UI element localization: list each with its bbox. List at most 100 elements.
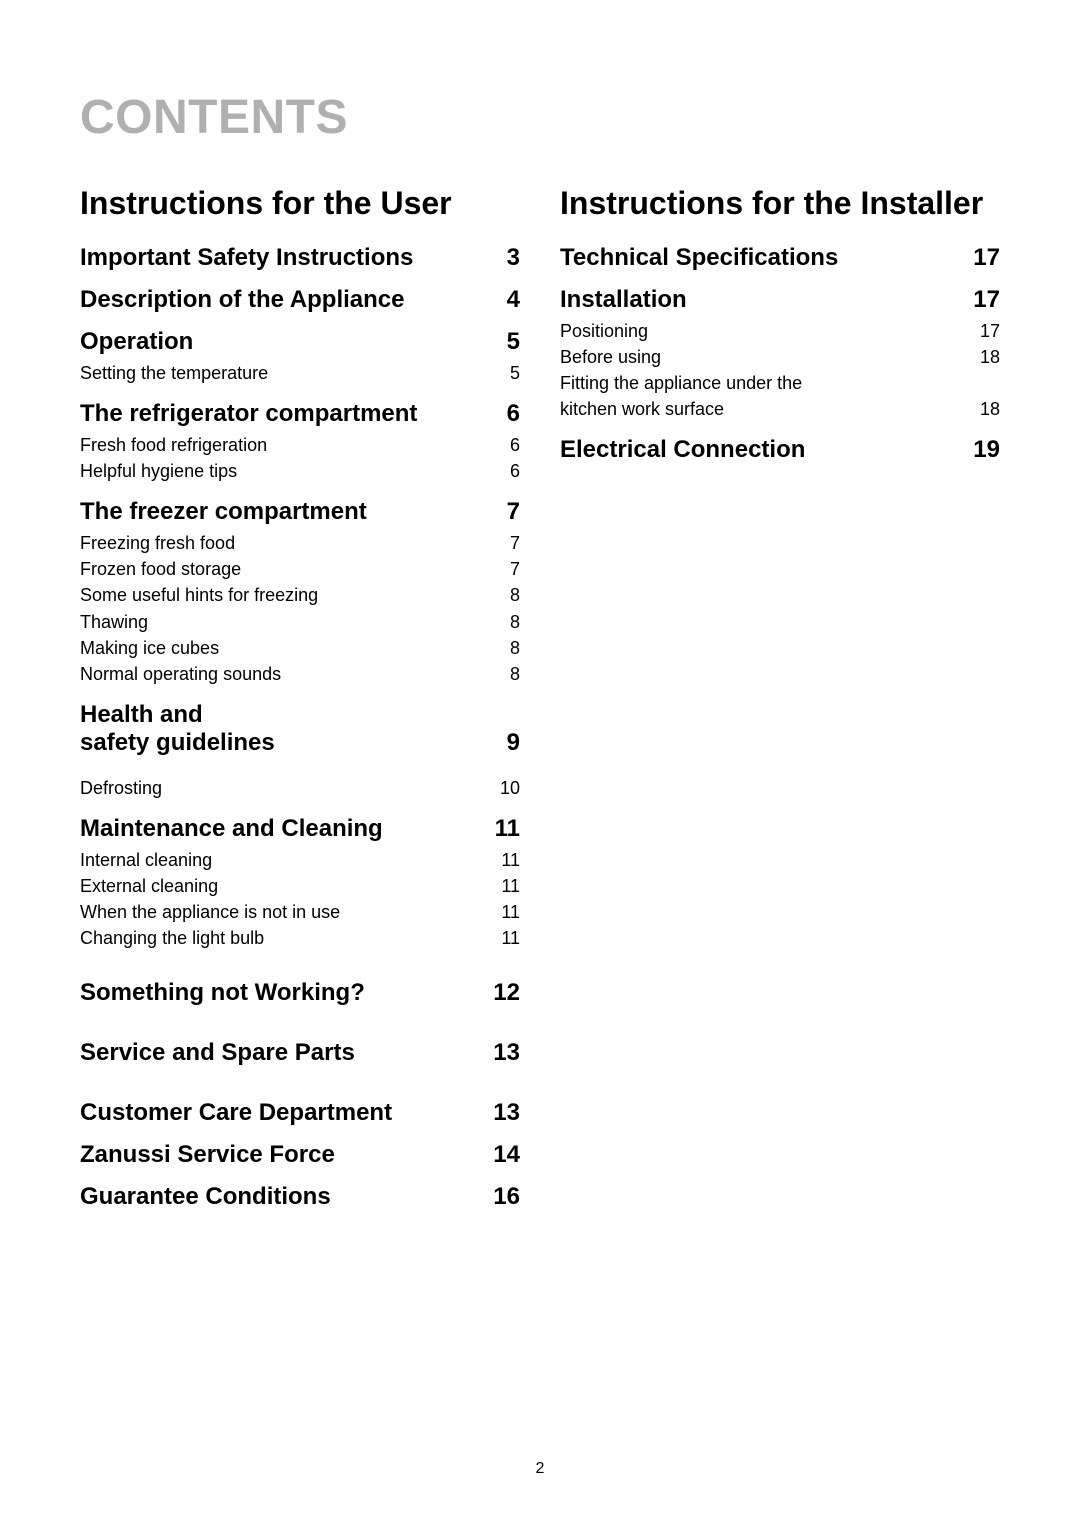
left-column-heading: Instructions for the User [80,185,520,222]
toc-sub-item: Setting the temperature 5 [80,360,520,386]
toc-section-page: 13 [493,1099,520,1127]
toc-sub-page: 10 [500,775,520,801]
toc-sub-page: 5 [510,360,520,386]
toc-section-label: Health and [80,701,520,729]
toc-sub-item: Normal operating sounds 8 [80,661,520,687]
spacer [80,761,520,775]
toc-section-heading: Electrical Connection 19 [560,436,1000,464]
toc-sub-item: Frozen food storage 7 [80,556,520,582]
toc-section-page: 13 [493,1039,520,1067]
toc-sub-label: Internal cleaning [80,847,212,873]
toc-sub-item: Defrosting 10 [80,775,520,801]
toc-sub-label: Fitting the appliance under the [560,370,802,396]
toc-sub-page: 7 [510,556,520,582]
toc-sub-item: Internal cleaning 11 [80,847,520,873]
toc-sub-label: Thawing [80,609,148,635]
toc-sub-item: Making ice cubes 8 [80,635,520,661]
toc-sub-page: 8 [510,609,520,635]
toc-sub-label: Some useful hints for freezing [80,582,318,608]
toc-sub-label: Before using [560,344,661,370]
toc-sub-page: 8 [510,661,520,687]
toc-section-label: Installation [560,286,687,314]
toc-section-page: 14 [493,1141,520,1169]
toc-section-page: 17 [973,286,1000,314]
toc-sub-item: Thawing 8 [80,609,520,635]
toc-sub-label: External cleaning [80,873,218,899]
toc-section-label: Maintenance and Cleaning [80,815,383,843]
toc-sub-page: 6 [510,458,520,484]
toc-section-label: Important Safety Instructions [80,244,413,272]
toc-section-heading: Maintenance and Cleaning11 [80,815,520,843]
toc-section-page: 16 [493,1183,520,1211]
toc-sub-label: Setting the temperature [80,360,268,386]
toc-section-heading: Important Safety Instructions 3 [80,244,520,272]
toc-sub-label: Helpful hygiene tips [80,458,237,484]
toc-section-label: Description of the Appliance [80,286,404,314]
page-title: CONTENTS [80,90,1000,145]
toc-sub-page: 11 [501,925,520,951]
toc-sub-label: Fresh food refrigeration [80,432,267,458]
toc-section-heading: Operation5 [80,328,520,356]
toc-section-label: Electrical Connection [560,436,805,464]
toc-section-page: 9 [507,729,520,757]
toc-section-label: Guarantee Conditions [80,1183,331,1211]
toc-sub-page: 8 [510,582,520,608]
toc-sub-page: 6 [510,432,520,458]
toc-section-page: 19 [973,436,1000,464]
toc-section-page: 7 [507,498,520,526]
right-column: Instructions for the Installer Technical… [560,185,1000,1215]
spacer [80,1011,520,1025]
toc-sub-page: 18 [980,344,1000,370]
footer-page-number: 2 [0,1460,1080,1478]
toc-sub-label: Changing the light bulb [80,925,264,951]
toc-section-heading: The freezer compartment 7 [80,498,520,526]
toc-sub-item: Fitting the appliance under the [560,370,1000,396]
toc-sub-item: Some useful hints for freezing 8 [80,582,520,608]
toc-sub-label: Frozen food storage [80,556,241,582]
toc-section-heading: Zanussi Service Force 14 [80,1141,520,1169]
toc-section-label: Customer Care Department [80,1099,392,1127]
toc-sub-page: 8 [510,635,520,661]
toc-section-heading: Guarantee Conditions 16 [80,1183,520,1211]
toc-section-page: 3 [507,244,520,272]
toc-section-page: 6 [507,400,520,428]
toc-sub-item: Helpful hygiene tips 6 [80,458,520,484]
toc-sub-item: Fresh food refrigeration 6 [80,432,520,458]
toc-section-page: 5 [507,328,520,356]
toc-section-label: The freezer compartment [80,498,367,526]
toc-sub-page: 11 [501,899,520,925]
toc-section-heading: Installation 17 [560,286,1000,314]
toc-section-label: Something not Working? [80,979,365,1007]
toc-sub-item: When the appliance is not in use 11 [80,899,520,925]
left-column: Instructions for the User Important Safe… [80,185,520,1215]
toc-section-page: 17 [973,244,1000,272]
toc-sub-page: 18 [980,396,1000,422]
toc-section-label: Zanussi Service Force [80,1141,335,1169]
toc-sub-item: External cleaning11 [80,873,520,899]
toc-sub-label: Normal operating sounds [80,661,281,687]
toc-section-heading: Customer Care Department 13 [80,1099,520,1127]
toc-sub-label: Defrosting [80,775,162,801]
toc-sub-item: kitchen work surface 18 [560,396,1000,422]
spacer [80,951,520,965]
toc-sub-page: 17 [980,318,1000,344]
toc-sub-page: 7 [510,530,520,556]
toc-section-page: 4 [507,286,520,314]
toc-sub-item: Positioning 17 [560,318,1000,344]
toc-section-page: 12 [493,979,520,1007]
toc-sub-label: When the appliance is not in use [80,899,340,925]
toc-sub-label: Positioning [560,318,648,344]
toc-section-label: Technical Specifications [560,244,838,272]
toc-sub-label: Making ice cubes [80,635,219,661]
toc-section-heading: Something not Working? 12 [80,979,520,1007]
toc-sub-page: 11 [501,847,520,873]
toc-columns: Instructions for the User Important Safe… [80,185,1000,1215]
toc-section-label: safety guidelines [80,729,275,757]
toc-sub-item: Before using 18 [560,344,1000,370]
toc-section-heading: Health andsafety guidelines 9 [80,701,520,757]
toc-sub-label: kitchen work surface [560,396,724,422]
toc-sub-item: Freezing fresh food7 [80,530,520,556]
toc-section-label: The refrigerator compartment [80,400,417,428]
toc-section-heading: Description of the Appliance 4 [80,286,520,314]
toc-section-heading: Service and Spare Parts13 [80,1039,520,1067]
